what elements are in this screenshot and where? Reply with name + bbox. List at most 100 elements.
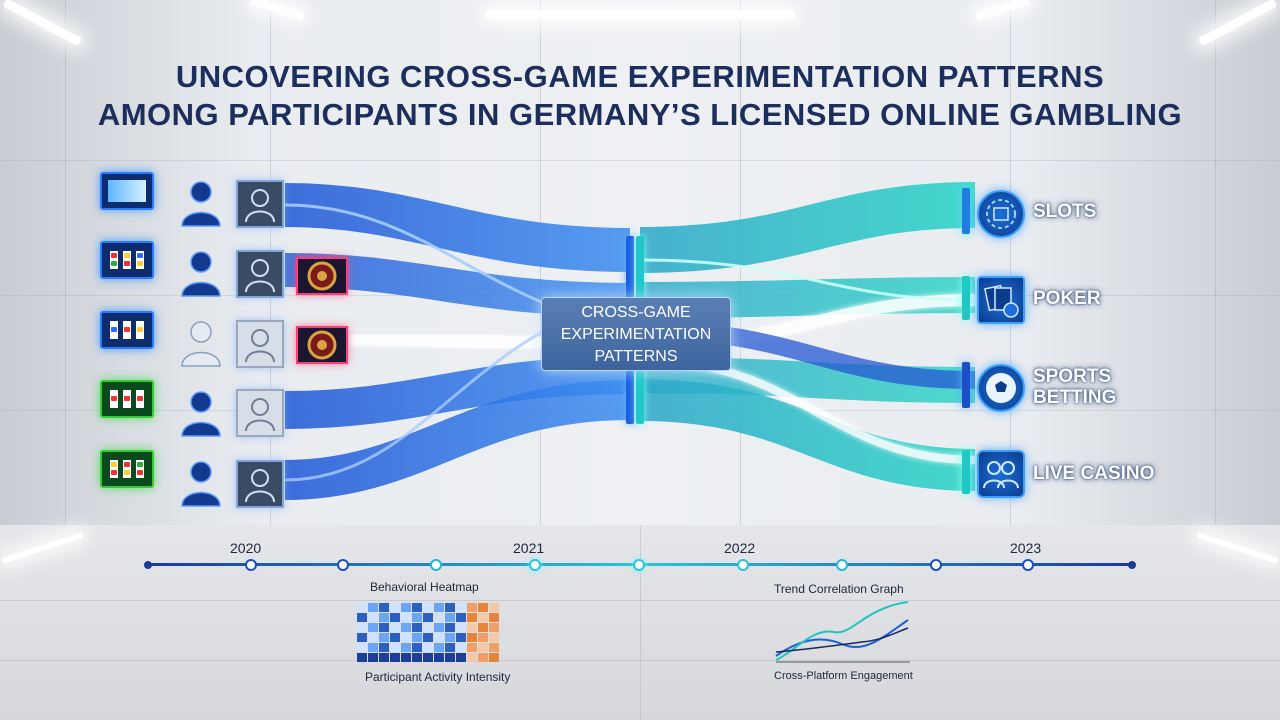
- heatmap-caption: Participant Activity Intensity: [365, 670, 511, 684]
- slot-machine-icon: [100, 241, 154, 279]
- title-line-1: UNCOVERING CROSS-GAME EXPERIMENTATION PA…: [175, 59, 1105, 94]
- category-bar: [962, 362, 970, 408]
- heatmap-cell: [467, 603, 477, 612]
- trend-line-teal: [775, 601, 909, 661]
- heatmap-cell: [456, 653, 466, 662]
- flow-ribbon: [639, 379, 976, 491]
- heatmap-cell: [412, 613, 422, 622]
- category-bar: [962, 276, 970, 320]
- heatmap-cell: [423, 643, 433, 652]
- heatmap-cell: [357, 613, 367, 622]
- heatmap-cell: [445, 603, 455, 612]
- heatmap-cell: [379, 643, 389, 652]
- heatmap-cell: [368, 623, 378, 632]
- wall-seam: [0, 160, 1280, 161]
- heatmap-cell: [401, 613, 411, 622]
- avatar: [236, 180, 284, 228]
- center-label: CROSS-GAME EXPERIMENTATION PATTERNS: [541, 297, 731, 371]
- wall-seam: [740, 0, 741, 540]
- heatmap-cell: [456, 613, 466, 622]
- center-line-1: CROSS-GAME: [581, 304, 691, 321]
- heatmap-cell: [467, 643, 477, 652]
- category-label-poker: POKER: [1033, 288, 1101, 309]
- heatmap-cell: [467, 613, 477, 622]
- heatmap-cell: [412, 643, 422, 652]
- heatmap-cell: [401, 603, 411, 612]
- heatmap-cell: [401, 643, 411, 652]
- heatmap-cell: [456, 603, 466, 612]
- heatmap-cell: [368, 633, 378, 642]
- heatmap-cell: [379, 623, 389, 632]
- heatmap-cell: [434, 603, 444, 612]
- center-line-2: EXPERIMENTATION: [560, 326, 712, 343]
- heatmap-cell: [489, 603, 499, 612]
- avatar: [236, 460, 284, 508]
- timeline-dot: [930, 559, 942, 571]
- floor-seam: [0, 660, 1280, 661]
- heatmap-cell: [489, 613, 499, 622]
- timeline-dot: [836, 559, 848, 571]
- slot-machine-icon: [100, 450, 154, 488]
- category-label-sports-betting-2: BETTING: [1033, 387, 1117, 408]
- roulette-icon: [296, 326, 348, 364]
- heatmap-cell: [368, 643, 378, 652]
- year-2023: 2023: [1010, 540, 1042, 556]
- person-icon: [181, 181, 221, 227]
- flow-ribbon: [639, 182, 976, 273]
- heatmap-cell: [379, 603, 389, 612]
- trend-title: Trend Correlation Graph: [774, 582, 904, 596]
- category-label-slots: SLOTS: [1033, 201, 1097, 222]
- heatmap-cell: [379, 613, 389, 622]
- heatmap-cell: [445, 653, 455, 662]
- heatmap-cell: [445, 623, 455, 632]
- timeline-dot: [245, 559, 257, 571]
- heatmap-cell: [445, 633, 455, 642]
- heatmap-cell: [368, 653, 378, 662]
- heatmap-cell: [456, 623, 466, 632]
- timeline-dot: [737, 559, 749, 571]
- heatmap-cell: [390, 633, 400, 642]
- heatmap-cell: [478, 643, 488, 652]
- heatmap-cell: [445, 643, 455, 652]
- heatmap-cell: [434, 643, 444, 652]
- wall-seam: [65, 0, 66, 540]
- heatmap-cell: [478, 613, 488, 622]
- heatmap-cell: [489, 633, 499, 642]
- ceiling-light: [485, 10, 795, 19]
- heatmap-cell: [390, 653, 400, 662]
- flow-ribbon: [284, 356, 631, 429]
- center-line-3: PATTERNS: [594, 348, 678, 365]
- slot-machine-icon: [100, 311, 154, 349]
- flow-ribbon: [284, 380, 631, 500]
- person-icon: [181, 391, 221, 437]
- timeline-dot: [337, 559, 349, 571]
- avatar: [236, 389, 284, 437]
- avatar: [236, 320, 284, 368]
- person-icon: [181, 251, 221, 297]
- heatmap-cell: [412, 623, 422, 632]
- title-line-2: AMONG PARTICIPANTS IN GERMANY’S LICENSED…: [97, 97, 1183, 132]
- heatmap-cell: [357, 603, 367, 612]
- trend-correlation-graph: [775, 601, 910, 663]
- timeline-dot: [144, 561, 152, 569]
- heatmap-cell: [401, 623, 411, 632]
- heatmap-cell: [467, 653, 477, 662]
- live-dealer-icon: [977, 450, 1025, 498]
- timeline-dot: [1128, 561, 1136, 569]
- heatmap-cell: [357, 633, 367, 642]
- timeline-dot: [430, 559, 442, 571]
- flow-ribbon: [639, 258, 976, 302]
- heatmap-cell: [478, 603, 488, 612]
- heatmap-cell: [423, 603, 433, 612]
- heatmap-cell: [368, 603, 378, 612]
- floor-seam: [0, 600, 1280, 601]
- heatmap-cell: [467, 623, 477, 632]
- avatar: [236, 250, 284, 298]
- heatmap-cell: [489, 643, 499, 652]
- heatmap-cell: [368, 613, 378, 622]
- category-bar: [962, 450, 970, 494]
- year-2020: 2020: [230, 540, 262, 556]
- wall-seam: [1010, 0, 1011, 540]
- heatmap-cell: [489, 653, 499, 662]
- flow-ribbon: [284, 183, 631, 272]
